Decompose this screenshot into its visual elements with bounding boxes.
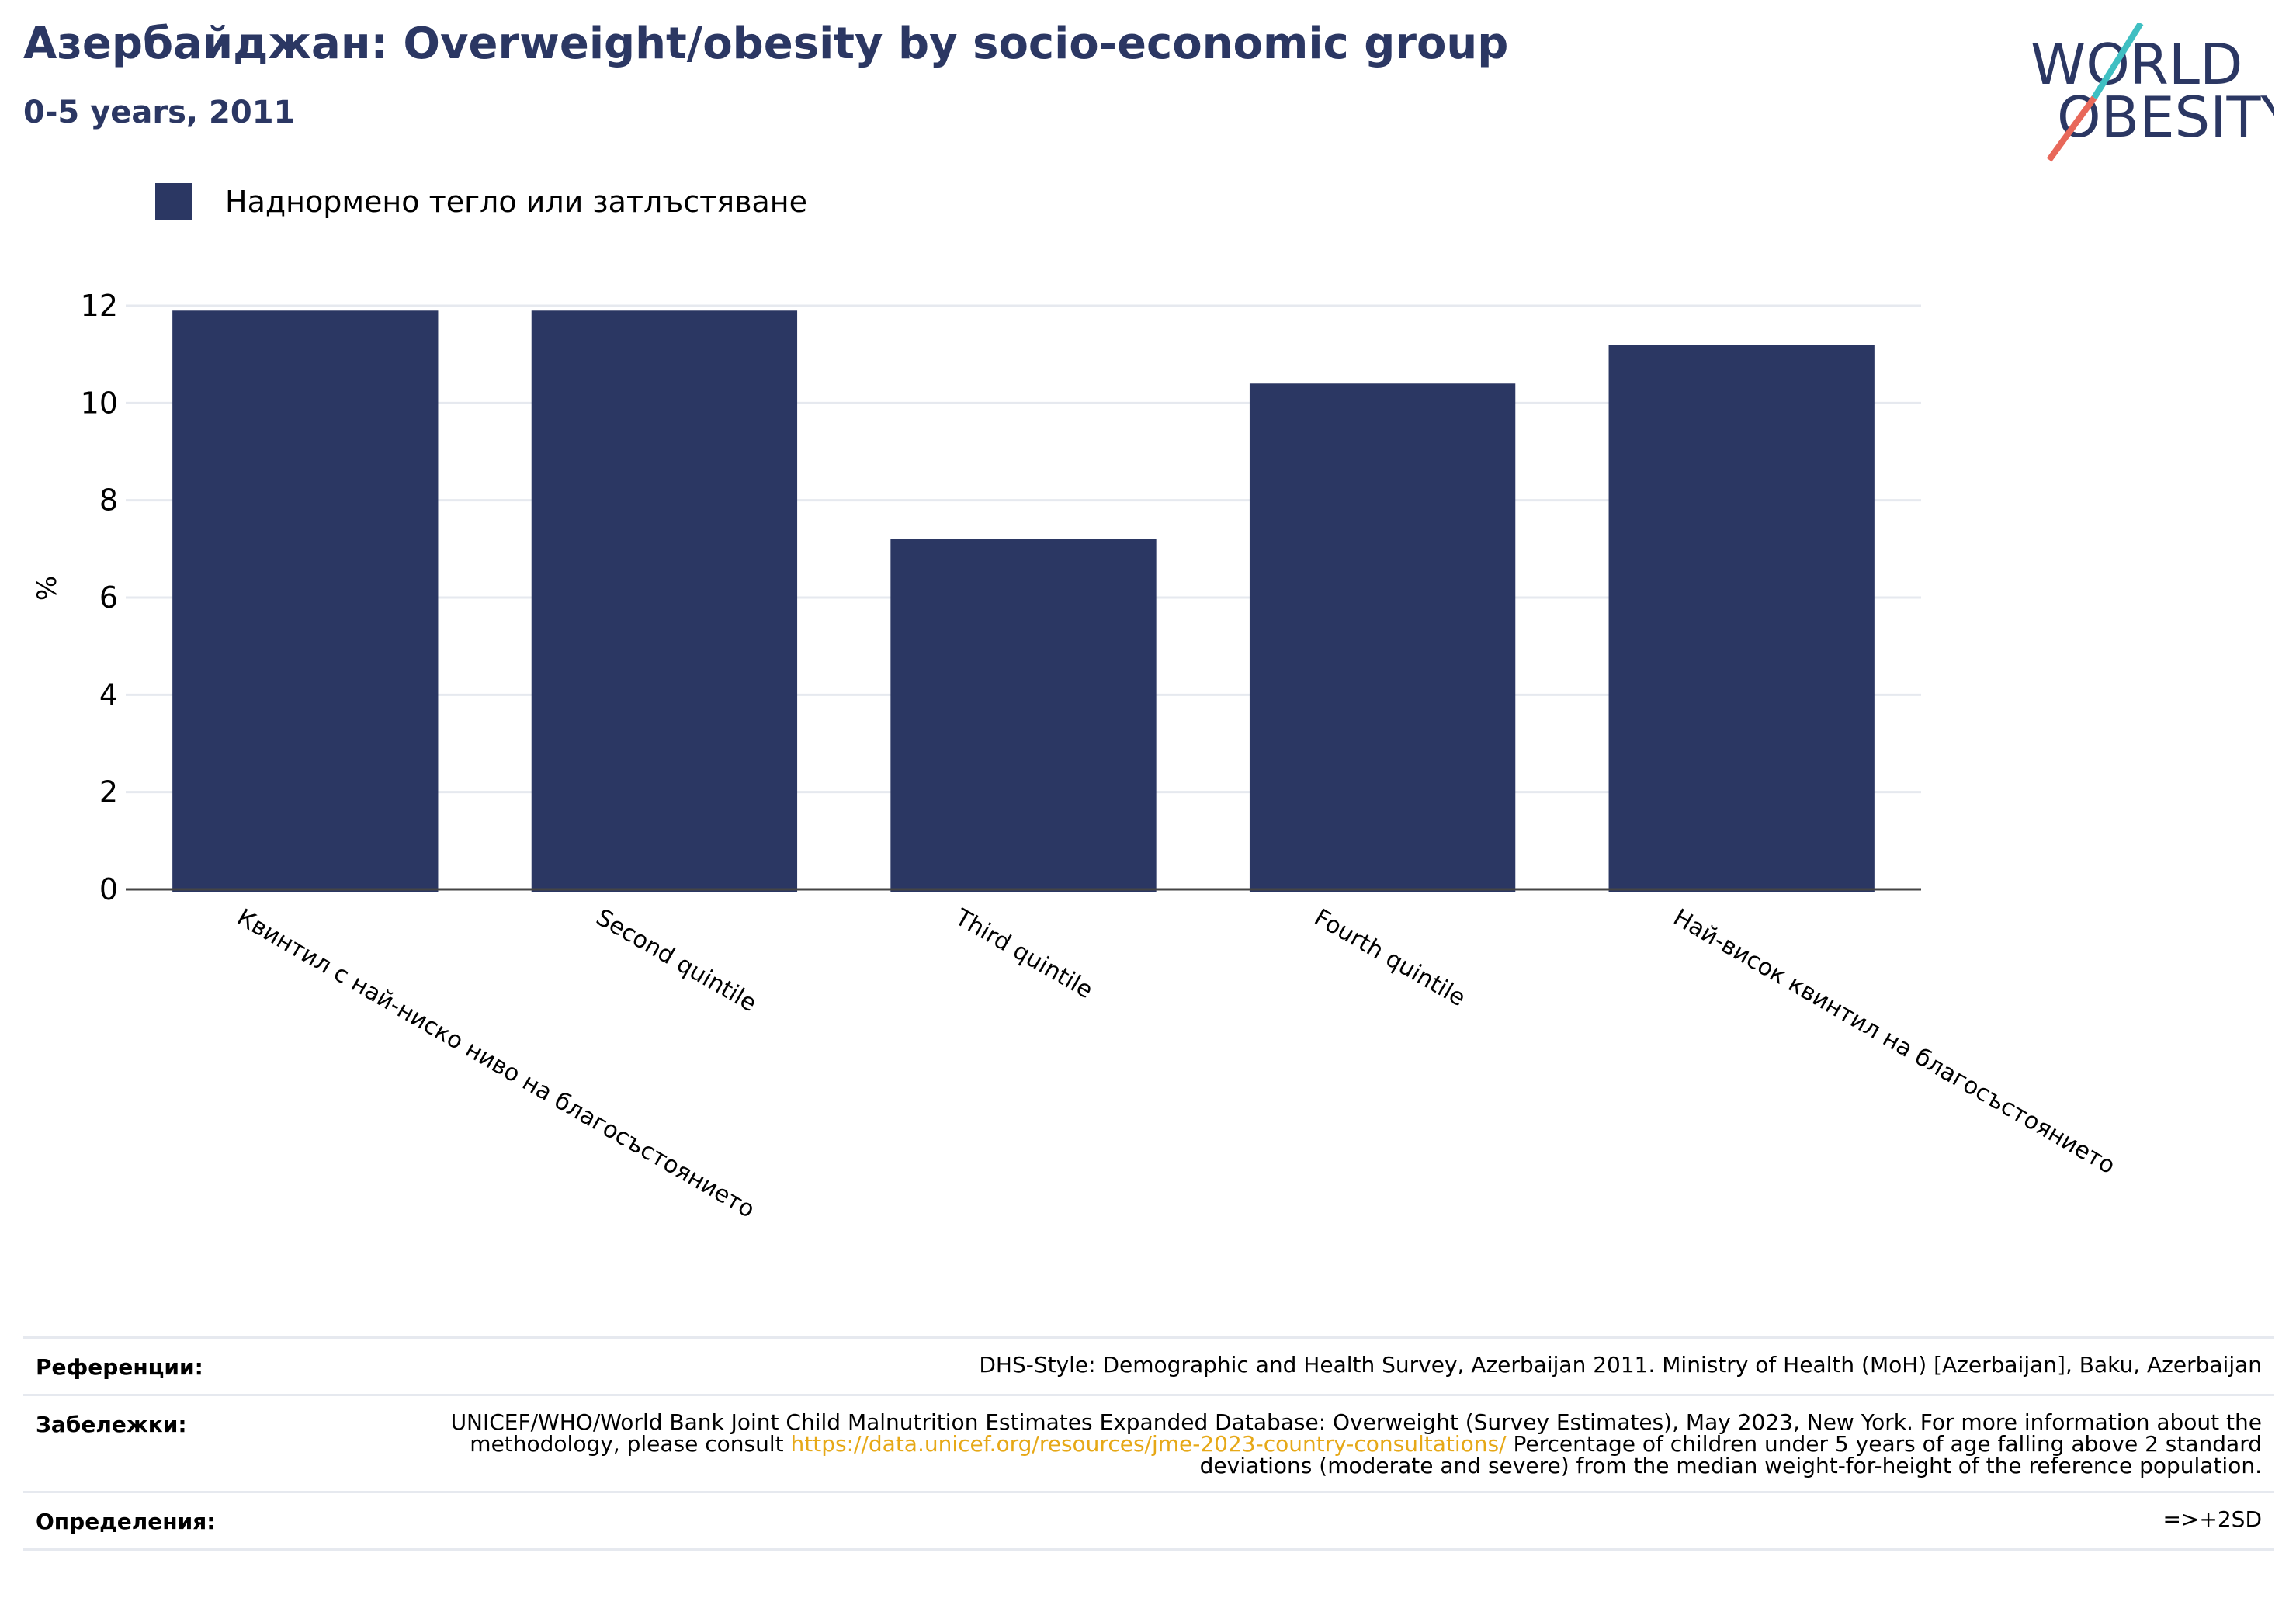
y-tick-label: 2 (99, 775, 118, 809)
y-tick-label: 0 (99, 872, 118, 906)
y-tick-label: 4 (99, 678, 118, 712)
bar (531, 310, 798, 892)
remarks-text-after: Percentage of children under 5 years of … (1199, 1431, 2262, 1478)
bar (890, 539, 1157, 892)
legend-swatch (155, 183, 192, 220)
remarks-row: Забележки: UNICEF/WHO/World Bank Joint C… (23, 1394, 2274, 1491)
legend-label: Наднормено тегло или затлъстяване (225, 185, 807, 219)
bar (1608, 345, 1875, 892)
chart-legend: Наднормено тегло или затлъстяване (155, 182, 807, 222)
x-tick-label: Fourth quintile (1309, 904, 1470, 1013)
x-tick-label: Second quintile (591, 904, 761, 1017)
methodology-link[interactable]: https://data.unicef.org/resources/jme-20… (790, 1431, 1507, 1457)
y-tick-label: 8 (99, 483, 118, 518)
references-text: DHS-Style: Demographic and Health Survey… (979, 1352, 2262, 1378)
logo-text-world: WORLD (2031, 32, 2242, 97)
logo-slash-teal (2091, 23, 2144, 100)
references-label: Референции: (36, 1354, 203, 1380)
y-tick-label: 6 (99, 580, 118, 615)
remarks-label: Забележки: (36, 1412, 187, 1437)
definitions-label: Определения: (36, 1509, 216, 1534)
y-tick-label: 12 (81, 289, 118, 323)
y-axis-label: % (32, 576, 63, 601)
definitions-text: =>+2SD (2162, 1506, 2262, 1532)
references-row: Референции: DHS-Style: Demographic and H… (23, 1336, 2274, 1394)
world-obesity-logo: WORLD OBESITY (2031, 23, 2274, 162)
x-tick-label: Най-висок квинтил на благосъстоянието (1669, 904, 2120, 1180)
bar (172, 310, 439, 892)
chart-subtitle: 0-5 years, 2011 (23, 95, 296, 130)
remarks-text: UNICEF/WHO/World Bank Joint Child Malnut… (424, 1412, 2262, 1477)
bar (1249, 383, 1516, 892)
y-tick-label: 10 (81, 386, 118, 420)
logo-slash-coral (2046, 95, 2097, 162)
definitions-row: Определения: =>+2SD (23, 1491, 2274, 1551)
notes-table: Референции: DHS-Style: Demographic and H… (23, 1336, 2274, 1551)
remarks-text-before: UNICEF/WHO/World Bank Joint Child Malnut… (450, 1409, 2262, 1457)
x-tick-label: Third quintile (950, 903, 1098, 1004)
chart-title: Азербайджан: Overweight/obesity by socio… (23, 19, 1509, 69)
